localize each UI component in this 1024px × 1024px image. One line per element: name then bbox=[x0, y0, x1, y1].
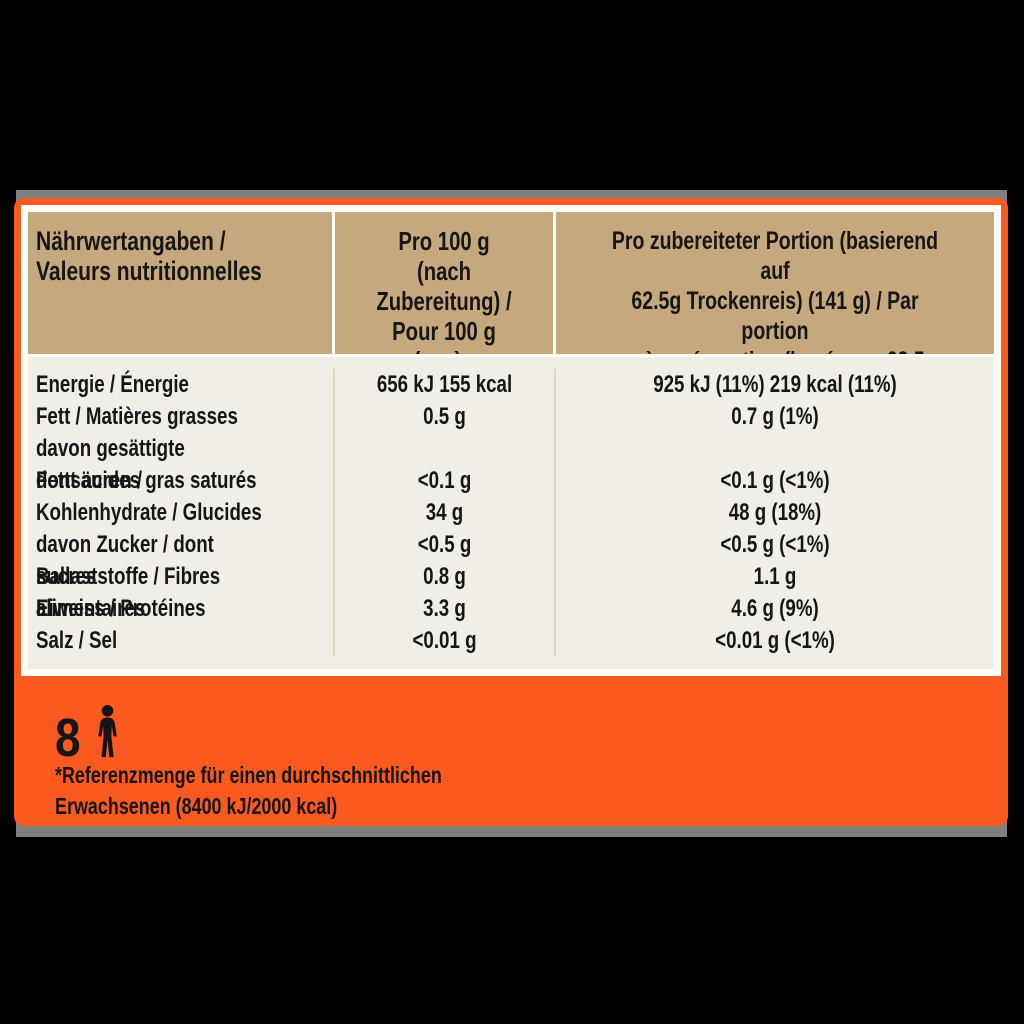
table-row-per100: 656 kJ 155 kcal bbox=[335, 369, 556, 401]
table-body: Energie / Énergie 656 kJ 155 kcal 925 kJ… bbox=[28, 357, 994, 657]
table-row-per100: <0.1 g bbox=[335, 465, 556, 497]
table-row-portion: <0.01 g (<1%) bbox=[715, 627, 835, 654]
table-row-per100: 34 g bbox=[335, 497, 556, 529]
table-row-portion bbox=[556, 433, 994, 465]
header-nutrients-label: Nährwertangaben / Valeurs nutritionnelle… bbox=[36, 226, 262, 286]
table-row-portion: 0.7 g (1%) bbox=[731, 403, 819, 430]
table-row-label: Eiweiss / Protéines bbox=[28, 593, 335, 625]
table-row-per100: <0.01 g bbox=[335, 625, 556, 657]
table-row-portion: 48 g (18%) bbox=[728, 499, 822, 526]
table-row-per100: 3.3 g bbox=[335, 593, 556, 625]
servings-count: 8 bbox=[55, 708, 81, 768]
table-row-label: Kohlenhydrate / Glucides bbox=[28, 497, 335, 529]
table-row-label: Ballaststoffe / Fibres alimentaires bbox=[28, 561, 335, 622]
table-header-row: Nährwertangaben / Valeurs nutritionnelle… bbox=[28, 212, 994, 357]
table-row-portion: 1.1 g bbox=[753, 563, 797, 590]
header-cell-nutrients: Nährwertangaben / Valeurs nutritionnelle… bbox=[28, 212, 335, 354]
table-row-label: davon Zucker / dont sucres bbox=[28, 529, 335, 590]
table-row-portion: <0.5 g (<1%) bbox=[720, 531, 830, 558]
table-row-per100: <0.5 g bbox=[335, 529, 556, 561]
table-row-label: dont acides gras saturés bbox=[28, 465, 335, 497]
table-row-portion: 4.6 g (9%) bbox=[731, 595, 819, 622]
table-row-per100 bbox=[335, 433, 556, 465]
table-row-portion: 925 kJ (11%) 219 kcal (11%) bbox=[653, 371, 897, 398]
table-row-per100: 0.8 g bbox=[335, 561, 556, 593]
header-cell-per-100g: Pro 100 g (nach Zubereitung) / Pour 100 … bbox=[335, 212, 556, 354]
table-row-per100: 0.5 g bbox=[335, 401, 556, 433]
table-row-label: Energie / Énergie bbox=[28, 369, 335, 401]
table-row-portion: <0.1 g (<1%) bbox=[720, 467, 830, 494]
header-per-100g-label: Pro 100 g (nach Zubereitung) / Pour 100 … bbox=[376, 226, 512, 354]
header-per-portion-label: Pro zubereiteter Portion (basierend auf … bbox=[611, 227, 939, 354]
reference-footnote: *Referenzmenge für einen durchschnittlic… bbox=[55, 762, 442, 819]
servings-info: 8 bbox=[55, 705, 121, 768]
table-row-label: davon gesättigte Fettsäuren / bbox=[28, 433, 335, 494]
header-cell-per-portion: Pro zubereiteter Portion (basierend auf … bbox=[556, 212, 994, 354]
table-row-label: Fett / Matières grasses bbox=[28, 401, 335, 433]
person-icon bbox=[85, 705, 121, 764]
nutrition-label-card: Nährwertangaben / Valeurs nutritionnelle… bbox=[14, 198, 1008, 826]
table-row-label: Salz / Sel bbox=[28, 625, 335, 657]
nutrition-table: Nährwertangaben / Valeurs nutritionnelle… bbox=[21, 205, 1001, 676]
